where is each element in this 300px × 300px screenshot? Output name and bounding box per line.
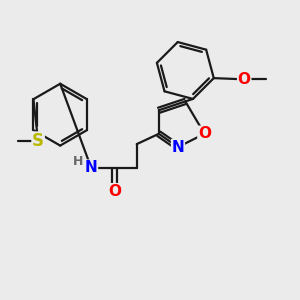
Text: S: S xyxy=(32,132,44,150)
Text: H: H xyxy=(73,155,83,168)
Text: O: O xyxy=(238,72,251,87)
Text: O: O xyxy=(198,126,211,141)
Text: N: N xyxy=(85,160,98,175)
Text: N: N xyxy=(172,140,184,154)
Text: O: O xyxy=(108,184,121,199)
